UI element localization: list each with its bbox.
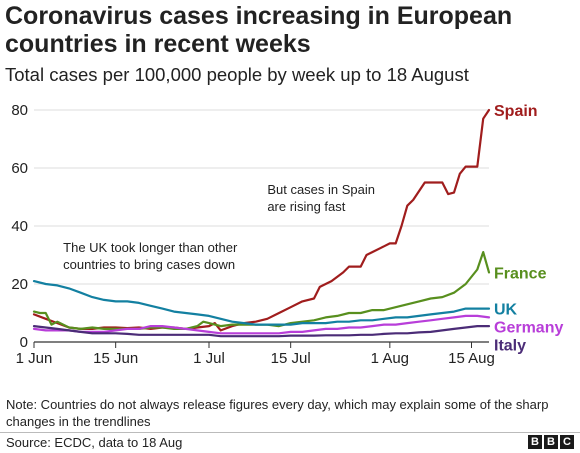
- series-line-uk: [32, 280, 491, 326]
- series-label-germany: Germany: [494, 320, 563, 337]
- y-tick-label: 60: [11, 160, 28, 177]
- y-axis-ticks: 0 20 40 60 80: [11, 102, 28, 351]
- x-tick-label: 1 Jun: [16, 350, 53, 367]
- chart-annotation: But cases in Spain: [267, 182, 375, 197]
- series-line-germany: [32, 314, 491, 335]
- x-tick-label: 1 Jul: [193, 350, 225, 367]
- series-line-italy: [32, 325, 491, 338]
- series-label-spain: Spain: [494, 103, 538, 120]
- series-label-italy: Italy: [494, 338, 526, 355]
- x-tick-label: 15 Aug: [448, 350, 495, 367]
- gridlines: [34, 109, 489, 343]
- x-tick-label: 15 Jun: [93, 350, 138, 367]
- series-lines: [32, 108, 491, 338]
- line-chart: 0 20 40 60 80 1 Jun 15 Jun 1 Jul 15 Jul 1 Aug 15 …: [11, 102, 563, 367]
- x-axis-ticks: 1 Jun 15 Jun 1 Jul 15 Jul 1 Aug 15 Aug: [16, 342, 495, 367]
- chart-annotation: The UK took longer than other: [63, 240, 238, 255]
- footer-divider: [0, 432, 580, 433]
- annotations: But cases in Spain are rising fast The UK …: [63, 182, 375, 272]
- series-label-uk: UK: [494, 302, 518, 319]
- chart-note: Note: Countries do not always release fi…: [6, 397, 549, 429]
- y-tick-label: 80: [11, 102, 28, 119]
- bbc-logo-letter: B: [544, 435, 558, 449]
- bbc-logo-letter: C: [560, 435, 574, 449]
- series-line-spain: [32, 108, 491, 332]
- x-tick-label: 15 Jul: [271, 350, 311, 367]
- source-text: Source: ECDC, data to 18 Aug: [6, 435, 183, 450]
- series-label-france: France: [494, 265, 547, 282]
- chart-title: Coronavirus cases increasing in European…: [5, 2, 513, 58]
- chart-annotation: countries to bring cases down: [63, 257, 235, 272]
- chart-annotation: are rising fast: [267, 199, 345, 214]
- bbc-logo: B B C: [528, 435, 574, 449]
- y-tick-label: 20: [11, 276, 28, 293]
- chart-subtitle: Total cases per 100,000 people by week u…: [5, 64, 469, 85]
- y-tick-label: 40: [11, 218, 28, 235]
- y-tick-label: 0: [20, 334, 28, 351]
- bbc-logo-letter: B: [528, 435, 542, 449]
- x-tick-label: 1 Aug: [371, 350, 409, 367]
